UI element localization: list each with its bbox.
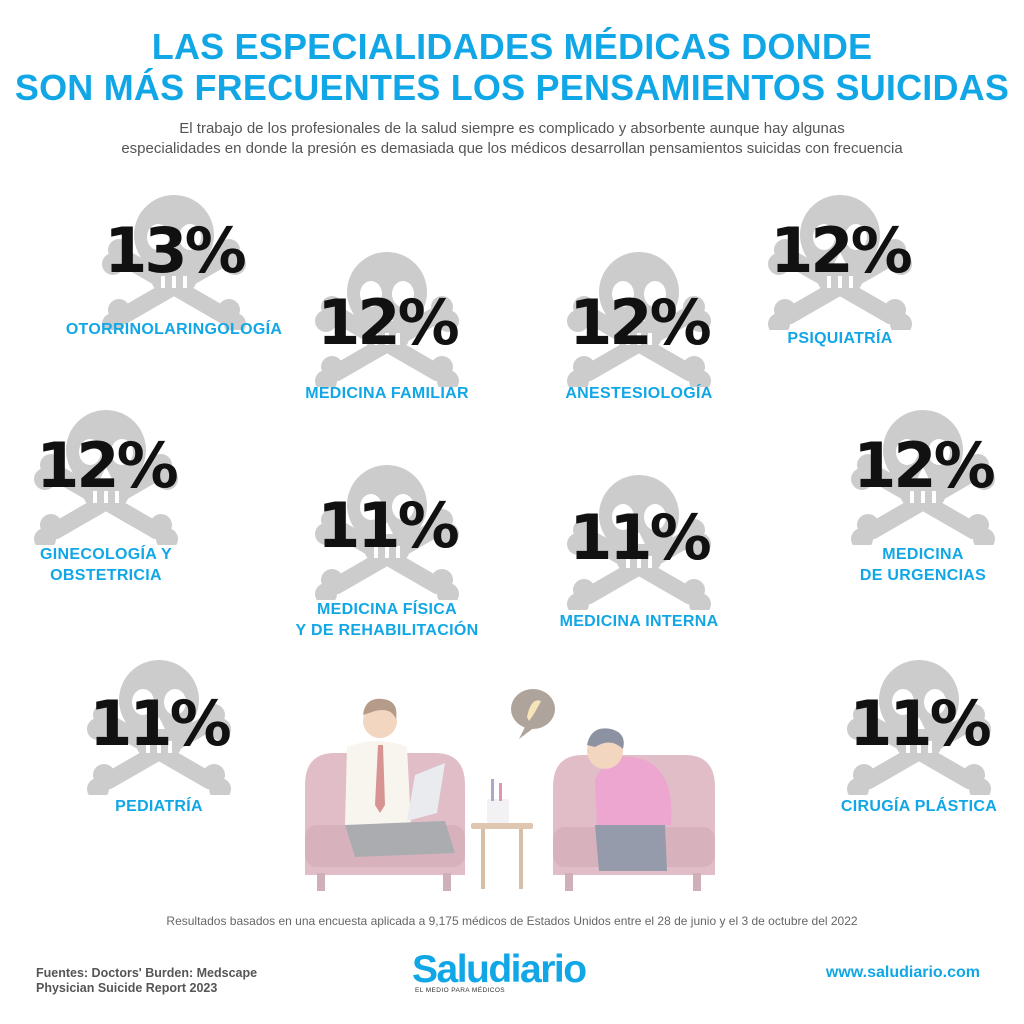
stat-label-line: PSIQUIATRÍA [787, 330, 893, 347]
sources: Fuentes: Doctors' Burden: Medscape Physi… [36, 966, 257, 996]
stat-label: MEDICINA FAMILIAR [267, 383, 507, 404]
sources-line-2: Physician Suicide Report 2023 [36, 981, 218, 995]
stat-cirugia-plastica: 11% CIRUGÍA PLÁSTICA [799, 655, 1024, 875]
stat-label: ANESTESIOLOGÍA [519, 383, 759, 404]
stat-anestesiologia: 12% ANESTESIOLOGÍA [519, 247, 759, 467]
stat-label-line: ANESTESIOLOGÍA [565, 385, 713, 402]
stat-label-line: MEDICINA FAMILIAR [305, 385, 469, 402]
stat-label: OTORRINOLARINGOLOGÍA [54, 319, 294, 340]
stat-percent: 12% [569, 286, 711, 359]
stat-label: PEDIATRÍA [39, 796, 279, 817]
stat-otorrinolaringologia: 13% OTORRINOLARINGOLOGÍA [54, 190, 294, 410]
logo-wordmark: Saludiario [412, 948, 587, 991]
stat-percent: 12% [770, 214, 912, 287]
stat-percent: 12% [317, 286, 459, 359]
subtitle-line-2: especialidades en donde la presión es de… [121, 140, 903, 157]
stat-label: MEDICINA INTERNA [519, 611, 759, 632]
stat-medicina-urgencias: 12% MEDICINA DE URGENCIAS [803, 405, 1024, 625]
stat-label-line: Y DE REHABILITACIÓN [295, 622, 479, 639]
stat-medicina-familiar: 12% MEDICINA FAMILIAR [267, 247, 507, 467]
stat-pediatria: 11% PEDIATRÍA [39, 655, 279, 875]
stat-psiquiatria: 12% PSIQUIATRÍA [720, 190, 960, 410]
stat-label: MEDICINA FÍSICA Y DE REHABILITACIÓN [267, 599, 507, 641]
stat-percent: 12% [36, 429, 178, 502]
stat-label-line: CIRUGÍA PLÁSTICA [840, 798, 998, 815]
stat-label-line: MEDICINA INTERNA [559, 613, 719, 630]
stat-label: GINECOLOGÍA Y OBSTETRICIA [0, 544, 226, 586]
stat-ginecologia-obstetricia: 12% GINECOLOGÍA Y OBSTETRICIA [0, 405, 226, 625]
stat-percent: 11% [569, 501, 711, 574]
stat-label: MEDICINA DE URGENCIAS [803, 544, 1024, 586]
stat-label-line: OBSTETRICIA [50, 567, 162, 584]
stat-label-line: MEDICINA FÍSICA [317, 601, 457, 618]
page-subtitle: El trabajo de los profesionales de la sa… [60, 119, 964, 159]
website-link: www.saludiario.com [825, 964, 980, 981]
stat-percent: 11% [849, 687, 991, 760]
subtitle-line-1: El trabajo de los profesionales de la sa… [179, 120, 845, 137]
stat-percent: 12% [853, 429, 995, 502]
title-line-1: LAS ESPECIALIDADES MÉDICAS DONDE [151, 26, 873, 67]
stat-medicina-interna: 11% MEDICINA INTERNA [519, 470, 759, 690]
title-line-2: SON MÁS FRECUENTES LOS PENSAMIENTOS SUIC… [14, 67, 1010, 108]
therapy-session-illustration [305, 689, 715, 891]
page-title: LAS ESPECIALIDADES MÉDICAS DONDE SON MÁS… [0, 26, 1024, 108]
stat-label-line: DE URGENCIAS [859, 567, 987, 584]
sources-line-1: Fuentes: Doctors' Burden: Medscape [36, 966, 258, 980]
stat-percent: 11% [89, 687, 231, 760]
stat-medicina-fisica-rehabilitacion: 11% MEDICINA FÍSICA Y DE REHABILITACIÓN [267, 460, 507, 680]
stat-label-line: OTORRINOLARINGOLOGÍA [65, 321, 283, 338]
saludiario-logo: Saludiario EL MEDIO PARA MÉDICOS [412, 950, 622, 1000]
stat-percent: 11% [317, 489, 459, 562]
stat-label: CIRUGÍA PLÁSTICA [799, 796, 1024, 817]
stat-label-line: PEDIATRÍA [115, 798, 203, 815]
stat-percent: 13% [104, 214, 246, 287]
stat-label: PSIQUIATRÍA [720, 328, 960, 349]
survey-note: Resultados basados en una encuesta aplic… [166, 914, 858, 928]
stat-label-line: MEDICINA [882, 546, 964, 563]
logo-tagline: EL MEDIO PARA MÉDICOS [415, 987, 506, 994]
stat-label-line: GINECOLOGÍA Y [40, 546, 172, 563]
